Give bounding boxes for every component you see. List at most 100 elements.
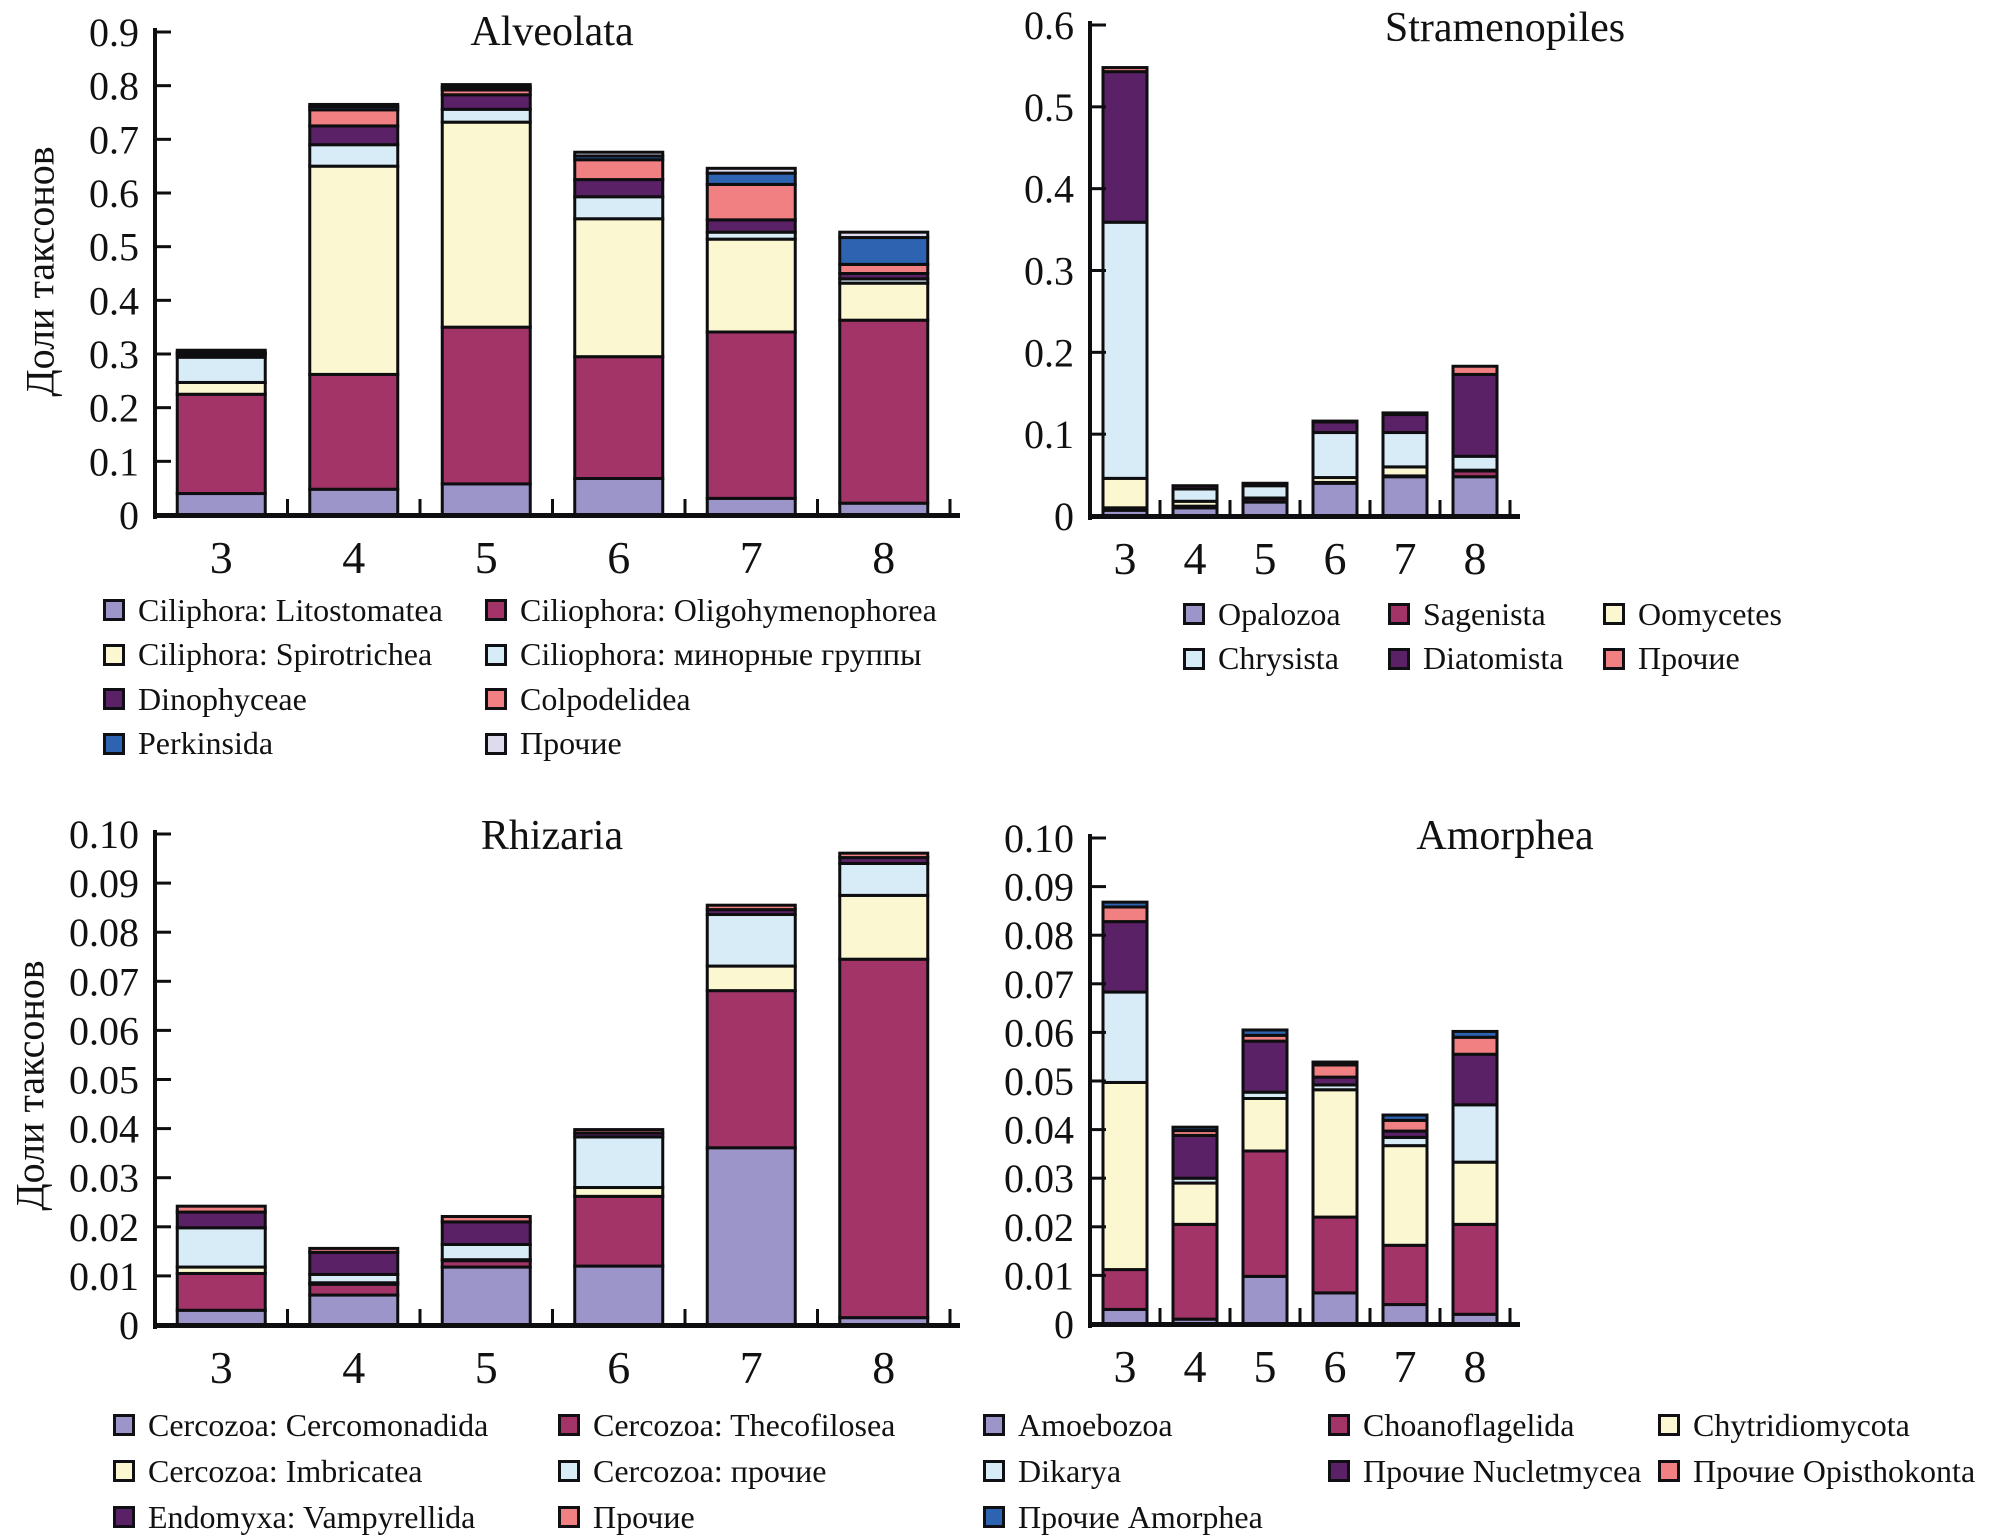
y-tick	[1092, 23, 1106, 27]
bar-segment	[440, 325, 532, 486]
bar-segment	[838, 318, 930, 505]
x-tick	[418, 1309, 422, 1325]
x-tick-label: 5	[1254, 1341, 1277, 1392]
bar-segment	[573, 178, 665, 199]
y-tick-label: 0.5	[1024, 85, 1074, 130]
x-tick	[816, 1309, 819, 1325]
chart-alveolata: 0 0.1 0.2 0.3 0.4 0.5 0.6 0.7 0.8 0.9 3 4 5 6 7 8	[89, 10, 960, 583]
legend-label: Choanoflagelida	[1363, 1406, 1575, 1443]
y-tick	[1092, 432, 1106, 436]
legend-swatch-icon	[113, 1506, 135, 1528]
y-tick-label: 0.1	[1024, 412, 1074, 457]
y-tick	[1092, 269, 1106, 272]
chart-amorphea: 00.010.020.030.040.050.060.070.080.090.1…	[1004, 816, 1520, 1392]
y-tick	[157, 881, 171, 885]
legend-swatch-icon	[983, 1460, 1005, 1482]
y-axis	[1088, 834, 1092, 1328]
bar-segment	[1241, 1149, 1289, 1278]
bar-segment	[1101, 920, 1149, 994]
legend-item: Sagenista	[1388, 592, 1603, 637]
legend-swatch-icon	[1183, 647, 1205, 670]
y-tick	[157, 191, 171, 195]
x-tick	[551, 499, 554, 515]
x-tick-label: 8	[1464, 1341, 1487, 1392]
bar-segment	[1381, 475, 1429, 518]
y-axis	[1088, 21, 1092, 520]
y-tick	[157, 1078, 171, 1081]
x-tick-label: 7	[1394, 1341, 1417, 1392]
bar-segment	[1101, 1080, 1149, 1272]
bar-segment	[1171, 1181, 1219, 1226]
bar-segment	[1241, 481, 1289, 486]
bar-segment	[440, 107, 532, 124]
legend-item: Ciliophora: Oligohymenophorea	[485, 588, 937, 633]
y-tick-label: 0.5	[89, 225, 139, 270]
y-tick-label: 0.7	[89, 117, 139, 162]
y-tick	[1092, 982, 1106, 986]
y-axis	[153, 28, 157, 519]
legend-item: Opalozoa	[1183, 592, 1388, 637]
bar-segment	[705, 218, 797, 234]
legend-label: Endomyxa: Vampyrellida	[148, 1498, 476, 1535]
legend-swatch-icon	[1388, 647, 1410, 670]
legend-item: Прочие Amorphea	[983, 1494, 1328, 1535]
legend-item: Amoebozoa	[983, 1402, 1328, 1448]
x-axis	[1088, 1322, 1520, 1327]
y-tick-label: 0.9	[89, 10, 139, 55]
y-tick-label: 0.1	[89, 439, 139, 484]
legend-item: Perkinsida	[103, 722, 485, 767]
chart-title-stramenopiles: Stramenopiles	[1384, 5, 1626, 51]
legend-item: Прочие Opisthokonta	[1658, 1448, 1975, 1494]
legend-label: Chrysista	[1218, 640, 1339, 677]
y-tick	[1092, 514, 1106, 518]
x-tick	[1508, 1308, 1512, 1324]
legend-swatch-icon	[1658, 1460, 1680, 1482]
y-tick	[157, 84, 171, 88]
legend-amorphea: Amoebozoa Choanoflagelida Chytridiomycota D…	[983, 1402, 1975, 1535]
y-tick-label: 0.8	[89, 64, 139, 109]
y-tick-label: 0.10	[1004, 816, 1074, 861]
bar-segment	[308, 372, 400, 491]
y-tick-label: 0.6	[89, 171, 139, 216]
bar-segment	[1311, 420, 1359, 435]
x-tick-label: 8	[872, 532, 895, 583]
x-tick-label: 7	[740, 532, 763, 583]
y-tick	[157, 1028, 171, 1032]
bar-segment	[308, 487, 400, 517]
y-tick-label: 0.07	[69, 959, 139, 1004]
bar-segment	[440, 482, 532, 517]
bar-segment	[175, 348, 267, 354]
y-axis	[153, 830, 157, 1329]
bar-segment	[1381, 1144, 1429, 1247]
bar-segment	[1101, 220, 1149, 480]
legend-swatch-icon	[983, 1506, 1005, 1528]
bar-segment	[573, 477, 665, 517]
legend-label: Perkinsida	[138, 725, 274, 762]
legend-label: Dinophyceae	[138, 680, 307, 717]
y-tick-label: 0.04	[69, 1107, 139, 1152]
legend-label: Ciliophora: Oligohymenophorea	[520, 591, 937, 628]
bar-segment	[1101, 70, 1149, 224]
y-tick-label: 0.03	[1004, 1156, 1074, 1201]
legend-swatch-icon	[485, 732, 507, 755]
x-tick	[1438, 1308, 1442, 1324]
x-tick	[816, 499, 819, 515]
legend-swatch-icon	[1603, 603, 1625, 626]
x-tick-label: 5	[1254, 533, 1277, 584]
legend-item: Cercozoa: Cercomonadida	[113, 1402, 558, 1448]
bar-segment	[175, 1204, 267, 1214]
y-tick	[157, 406, 171, 410]
bar-segment	[1101, 66, 1149, 74]
bar-segment	[573, 355, 665, 481]
bar-segment	[1101, 1307, 1149, 1326]
bar-segment	[175, 1271, 267, 1312]
bar-segment	[1381, 1113, 1429, 1122]
x-tick-label: 3	[1114, 1341, 1137, 1392]
x-tick-label: 4	[1184, 533, 1207, 584]
bar-segment	[1241, 1028, 1289, 1037]
y-tick	[157, 298, 171, 302]
legend-item: Прочие Nucletmycea	[1328, 1448, 1658, 1494]
bar-segment	[1451, 364, 1499, 376]
bar-segment	[440, 120, 532, 329]
